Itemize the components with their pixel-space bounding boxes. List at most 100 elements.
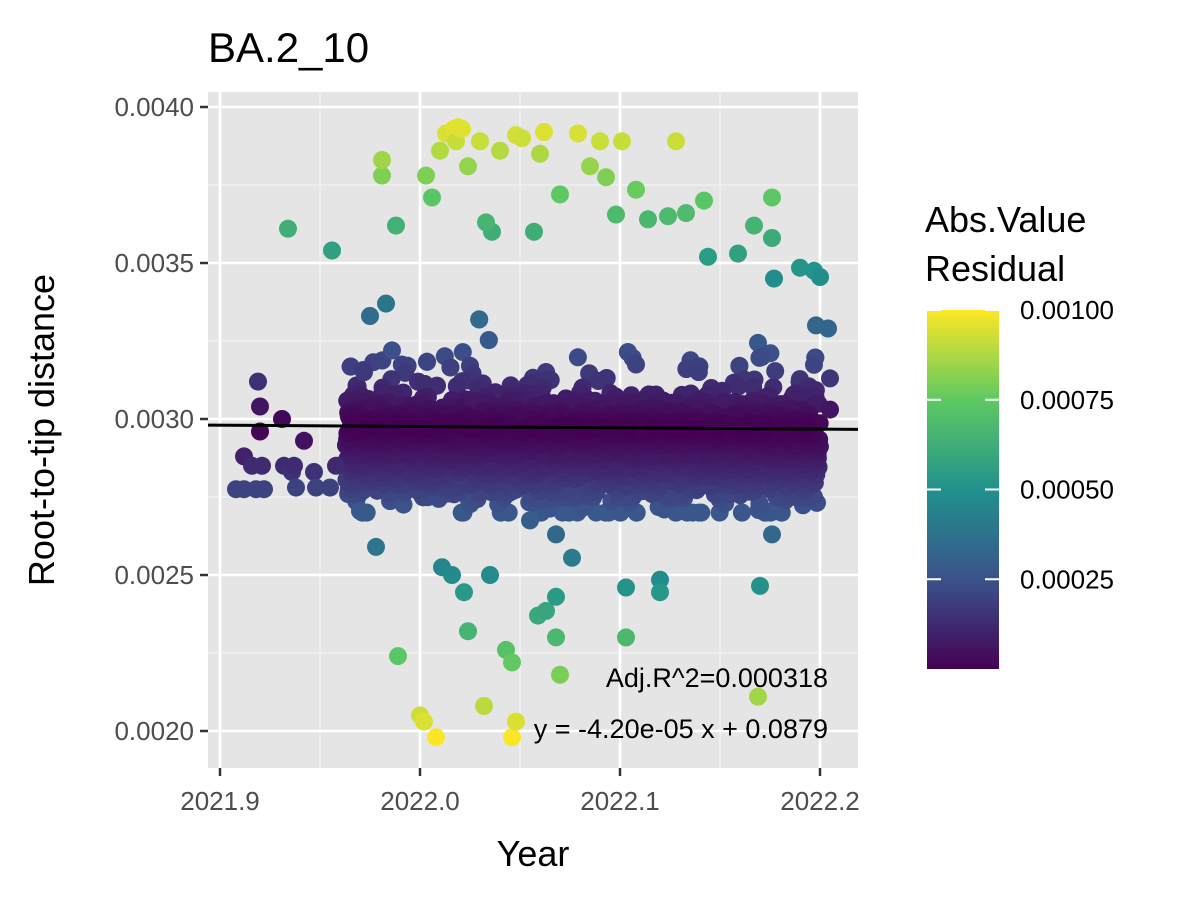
data-point xyxy=(547,525,565,544)
data-point xyxy=(677,204,695,223)
legend-title-line1: Abs.Value xyxy=(925,199,1086,240)
scatter-points xyxy=(227,118,839,747)
y-tick-label: 0.0040 xyxy=(114,92,194,122)
cloud-point xyxy=(805,355,823,374)
x-tick-label: 2022.2 xyxy=(780,786,860,816)
data-point xyxy=(521,511,539,530)
y-axis-title: Root-to-tip distance xyxy=(21,274,62,586)
data-point xyxy=(591,132,609,151)
data-point xyxy=(699,247,717,266)
data-point xyxy=(251,397,269,416)
x-tick-label: 2022.1 xyxy=(580,786,660,816)
data-point xyxy=(569,124,587,143)
data-point xyxy=(749,687,767,706)
data-point xyxy=(507,712,525,731)
color-legend: Abs.Value Residual 0.00025 0.00050 0.00075… xyxy=(925,199,1114,669)
data-point xyxy=(389,647,407,666)
data-point xyxy=(285,456,303,475)
data-point xyxy=(547,628,565,647)
legend-tick-label: 0.00075 xyxy=(1020,385,1114,415)
data-point xyxy=(821,400,839,419)
data-point xyxy=(459,622,477,641)
legend-tick-label: 0.00050 xyxy=(1020,475,1114,505)
x-tick-label: 2022.0 xyxy=(380,786,460,816)
y-tick-label: 0.0025 xyxy=(114,560,194,590)
data-point xyxy=(423,188,441,207)
data-point xyxy=(455,583,473,602)
data-point xyxy=(763,229,781,247)
y-tick-label: 0.0035 xyxy=(114,248,194,278)
data-point xyxy=(273,410,291,428)
data-point xyxy=(651,570,669,589)
data-point xyxy=(351,502,369,520)
data-point xyxy=(763,188,781,207)
x-axis-title: Year xyxy=(497,833,570,874)
r-squared-annotation: Adj.R^2=0.000318 xyxy=(606,663,828,693)
data-point xyxy=(373,166,391,185)
x-axis: 2021.9 2022.0 2022.1 2022.2 xyxy=(180,768,860,816)
data-point xyxy=(253,456,271,475)
data-point xyxy=(453,119,471,138)
cloud-point xyxy=(729,377,748,396)
cloud-point xyxy=(692,503,711,522)
data-point xyxy=(551,185,569,204)
y-axis: 0.0020 0.0025 0.0030 0.0035 0.0040 xyxy=(114,92,208,746)
data-point xyxy=(807,316,825,335)
data-point xyxy=(667,132,685,151)
data-point xyxy=(427,728,445,747)
y-tick-label: 0.0020 xyxy=(114,716,194,746)
cloud-point xyxy=(447,377,466,396)
data-point xyxy=(431,141,449,160)
data-point xyxy=(295,431,313,450)
data-point xyxy=(513,129,531,148)
regression-equation-annotation: y = -4.20e-05 x + 0.0879 xyxy=(534,714,828,744)
chart-title: BA.2_10 xyxy=(208,24,369,71)
y-tick-label: 0.0030 xyxy=(114,404,194,434)
cloud-point xyxy=(418,352,436,371)
data-point xyxy=(695,191,713,210)
cloud-point xyxy=(750,348,769,367)
data-point xyxy=(551,665,569,684)
cloud-point xyxy=(749,333,767,352)
data-point xyxy=(613,132,631,151)
data-point xyxy=(481,566,499,584)
data-point xyxy=(821,369,839,388)
data-point xyxy=(251,422,269,441)
cloud-point xyxy=(730,356,749,375)
data-point xyxy=(811,268,829,286)
data-point xyxy=(563,548,581,567)
data-point xyxy=(791,258,809,277)
legend-tick-label: 0.00100 xyxy=(1020,295,1114,325)
data-point xyxy=(279,219,297,238)
data-point xyxy=(525,222,543,241)
data-point xyxy=(443,566,461,584)
cloud-point xyxy=(733,503,751,522)
cloud-point xyxy=(453,343,472,362)
data-point xyxy=(617,578,635,597)
data-point xyxy=(415,712,433,731)
data-point xyxy=(361,307,379,325)
data-point xyxy=(729,244,747,263)
data-point xyxy=(547,587,565,606)
data-point xyxy=(581,157,599,176)
data-point xyxy=(305,463,323,481)
data-point xyxy=(471,132,489,151)
cloud-point xyxy=(689,363,708,381)
data-point xyxy=(327,456,345,475)
data-point xyxy=(491,141,509,160)
cloud-point xyxy=(744,378,763,397)
legend-ticks: 0.00025 0.00050 0.00075 0.00100 xyxy=(927,295,1114,594)
cloud-point xyxy=(766,362,785,381)
legend-title-line2: Residual xyxy=(925,248,1065,289)
data-point xyxy=(367,537,385,556)
cloud-point xyxy=(589,371,608,390)
data-point xyxy=(459,157,477,176)
data-point xyxy=(607,205,625,224)
cloud-point xyxy=(341,418,360,437)
data-point xyxy=(535,123,553,141)
data-point xyxy=(475,697,493,715)
data-point xyxy=(537,601,555,620)
data-point xyxy=(597,168,615,187)
data-point xyxy=(255,480,273,499)
